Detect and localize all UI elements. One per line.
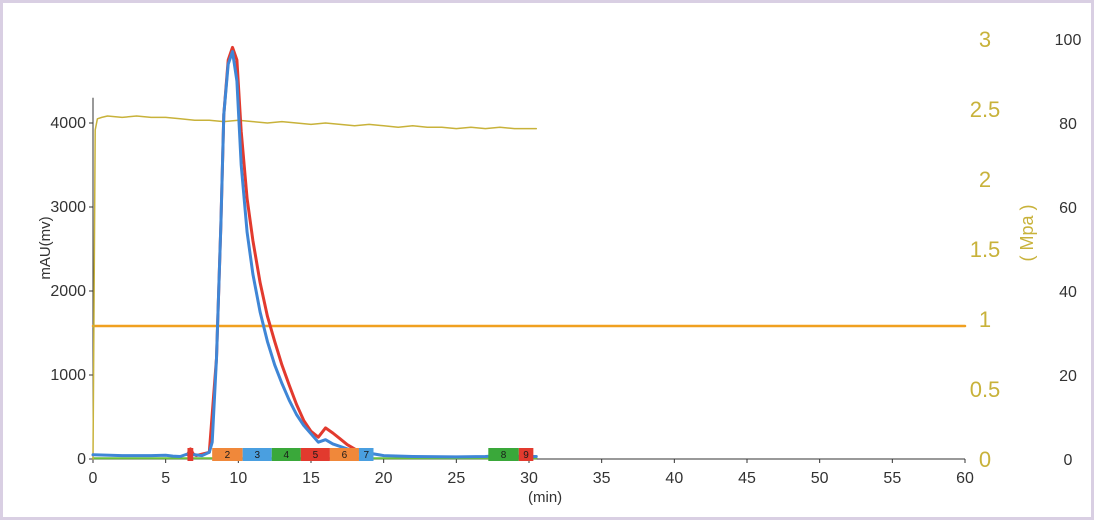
y-axis-label-mid: ( Mpa ) — [1017, 204, 1037, 261]
x-tick-label: 30 — [520, 470, 538, 487]
y-tick-label-right: 0 — [1064, 452, 1073, 469]
fraction-block — [488, 448, 519, 461]
y-tick-label-right: 80 — [1059, 116, 1077, 133]
y-tick-label-left: 1000 — [50, 367, 86, 384]
x-tick-label: 10 — [229, 470, 247, 487]
chromatogram-chart: 0 5 10 15 20 25 30 35 40 45 50 55 600100020003000400… — [37, 27, 1081, 506]
y-tick-label-left: 0 — [77, 451, 86, 468]
x-tick-label: 0 — [89, 470, 98, 487]
x-tick-label: 5 — [161, 470, 170, 487]
x-tick-label: 20 — [375, 470, 393, 487]
x-tick-label: 60 — [956, 470, 974, 487]
fraction-block — [187, 448, 194, 461]
y-axis-label-left: mAU(mv) — [37, 216, 54, 279]
y-tick-label-right: 100 — [1055, 32, 1082, 49]
labels-layer: (min) mAU(mv) ( Mpa ) — [37, 204, 1037, 506]
fraction-block — [300, 448, 330, 461]
x-tick-label: 15 — [302, 470, 320, 487]
x-tick-label: 45 — [738, 470, 756, 487]
y-tick-label-mid: 0.5 — [970, 377, 1001, 402]
axes-layer: 0 5 10 15 20 25 30 35 40 45 50 55 600100020003000400… — [50, 27, 1081, 487]
y-tick-label-right: 20 — [1059, 368, 1077, 385]
y-tick-label-mid: 3 — [979, 27, 991, 52]
fraction-block — [358, 448, 374, 461]
y-tick-label-left: 4000 — [50, 115, 86, 132]
fraction-label: 8 — [501, 450, 507, 461]
fraction-label: 5 — [313, 450, 319, 461]
fraction-block — [518, 448, 534, 461]
y-tick-label-mid: 0 — [979, 447, 991, 472]
fraction-label: 6 — [342, 450, 348, 461]
x-tick-label: 55 — [883, 470, 901, 487]
y-tick-label-left: 3000 — [50, 199, 86, 216]
x-tick-label: 35 — [593, 470, 611, 487]
fraction-label: 2 — [225, 450, 231, 461]
x-tick-label: 50 — [811, 470, 829, 487]
fraction-label: 3 — [254, 450, 260, 461]
fraction-label: 7 — [363, 450, 369, 461]
y-tick-label-left: 2000 — [50, 283, 86, 300]
y-tick-label-mid: 2 — [979, 167, 991, 192]
y-tick-label-right: 60 — [1059, 200, 1077, 217]
fraction-block — [212, 448, 243, 461]
fraction-block — [329, 448, 359, 461]
x-tick-label: 40 — [665, 470, 683, 487]
fraction-block — [242, 448, 272, 461]
series-line-pressure — [92, 115, 538, 460]
series-layer — [91, 45, 967, 460]
y-tick-label-mid: 1 — [979, 307, 991, 332]
y-tick-label-right: 40 — [1059, 284, 1077, 301]
y-tick-label-mid: 2.5 — [970, 97, 1001, 122]
fraction-block — [271, 448, 301, 461]
fraction-label: 9 — [523, 450, 529, 461]
fraction-label: 4 — [284, 450, 290, 461]
series-line-uv — [91, 50, 538, 459]
y-tick-label-mid: 1.5 — [970, 237, 1001, 262]
x-axis-label: (min) — [528, 489, 562, 506]
fractions-layer: 2 3 4 5 6 7 8 9 — [187, 448, 534, 461]
x-tick-label: 25 — [447, 470, 465, 487]
